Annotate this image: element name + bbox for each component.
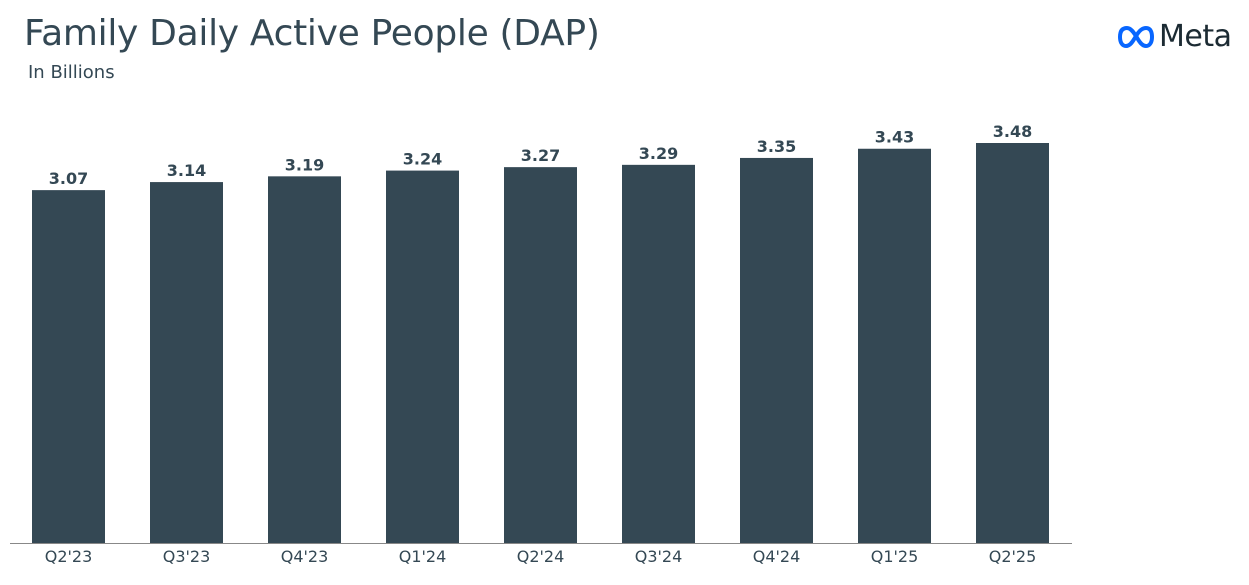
bar-Q4'23 <box>268 176 341 544</box>
bar-Q3'24 <box>622 164 695 543</box>
bar-Q1'25 <box>858 148 931 543</box>
data-label: 3.48 <box>993 122 1032 141</box>
x-tick-label: Q2'25 <box>989 547 1037 566</box>
x-tick-label: Q1'25 <box>871 547 919 566</box>
bar-Q2'24 <box>504 167 577 543</box>
x-tick-label: Q4'24 <box>753 547 801 566</box>
data-label: 3.27 <box>521 146 560 165</box>
bar-Q4'24 <box>740 157 813 543</box>
bar-Q1'24 <box>386 170 459 543</box>
data-label: 3.14 <box>167 161 206 180</box>
data-label: 3.35 <box>757 137 796 156</box>
data-label: 3.24 <box>403 150 442 169</box>
x-tick-label: Q2'24 <box>517 547 565 566</box>
x-tick-label: Q3'24 <box>635 547 683 566</box>
meta-brand: Meta <box>1117 18 1232 56</box>
chart-title: Family Daily Active People (DAP) <box>24 13 600 54</box>
bar-Q2'23 <box>32 190 105 543</box>
meta-infinity-logo-icon <box>1117 24 1155 50</box>
x-tick-label: Q2'23 <box>45 547 93 566</box>
data-label: 3.07 <box>49 169 88 188</box>
bar-Q2'25 <box>976 143 1049 543</box>
x-tick-label: Q4'23 <box>281 547 329 566</box>
x-tick-label: Q3'23 <box>163 547 211 566</box>
data-label: 3.19 <box>285 155 324 174</box>
bar-Q3'23 <box>150 182 223 544</box>
data-label: 3.29 <box>639 144 678 163</box>
data-label: 3.43 <box>875 128 914 147</box>
meta-wordmark: Meta <box>1159 19 1232 54</box>
chart-subtitle: In Billions <box>28 62 115 83</box>
x-tick-label: Q1'24 <box>399 547 447 566</box>
